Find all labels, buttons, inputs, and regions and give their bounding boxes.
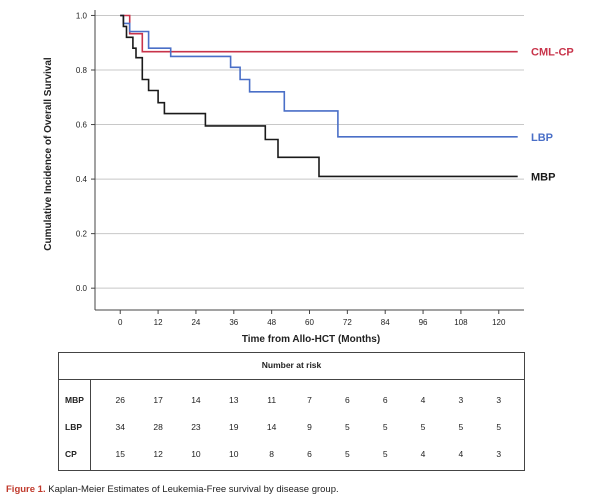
risk-cell: 4 [420,395,426,405]
risk-cell: 5 [458,422,464,432]
risk-cell: 5 [382,449,388,459]
risk-table-column-divider [90,379,91,470]
figure-label: Figure 1. [6,484,46,495]
survival-curve-mbp [120,14,518,178]
series-label-mbp: MBP [531,171,555,183]
risk-cell: 14 [266,422,277,432]
y-tick-label: 0.2 [76,230,88,239]
risk-row-label: LBP [65,422,82,432]
risk-row-label: CP [65,449,77,459]
survival-curves [120,14,518,178]
risk-cell: 4 [458,449,464,459]
risk-cell: 23 [191,422,201,432]
risk-cell: 3 [458,395,464,405]
grid-lines [95,14,524,289]
survival-curve-cml-cp [120,14,518,53]
risk-cell: 7 [307,395,312,405]
y-tick-label: 0.4 [76,175,88,184]
series-label-cml-cp: CML-CP [531,47,574,59]
x-tick-label: 0 [118,318,123,327]
risk-cell: 4 [420,449,426,459]
series-labels: CML-CP LBP MBP [531,47,574,184]
risk-cell: 5 [344,422,350,432]
risk-cell: 28 [153,422,163,432]
caption-text: Kaplan-Meier Estimates of Leukemia-Free … [45,484,339,495]
risk-cell: 5 [382,422,388,432]
risk-cell: 10 [229,449,239,459]
risk-cell: 5 [496,422,502,432]
x-tick-label: 84 [381,318,390,327]
x-tick-label: 120 [492,318,506,327]
risk-cell: 9 [307,422,312,432]
risk-cell: 11 [267,395,277,405]
x-tick-label: 72 [343,318,352,327]
x-tick-label: 24 [191,318,200,327]
axes: 0.0 0.2 0.4 0.6 0.8 1.0 0 12 24 36 48 60 72 84 96 108 12… [76,10,524,327]
x-tick-label: 108 [454,318,468,327]
risk-cell: 15 [115,449,125,459]
risk-cell: 8 [269,449,274,459]
x-tick-label: 60 [305,318,314,327]
risk-cell: 14 [191,395,201,405]
risk-cell: 6 [344,395,350,405]
y-axis-label: Cumulative Incidence of Overall Survival [43,57,54,251]
risk-cell: 3 [496,395,502,405]
risk-cell: 17 [153,395,163,405]
y-tick-label: 0.6 [76,121,88,130]
risk-cell: 19 [229,422,239,432]
survival-chart: 0.0 0.2 0.4 0.6 0.8 1.0 0 12 24 36 48 60 72 84 96 108 12… [43,10,574,345]
risk-row-label: MBP [65,395,84,405]
x-tick-label: 48 [267,318,276,327]
y-tick-label: 0.8 [76,66,88,75]
survival-curve-lbp [120,14,518,138]
risk-table-divider [59,379,524,380]
x-tick-label: 96 [419,318,428,327]
risk-cell: 34 [115,422,125,432]
risk-cell: 5 [344,449,350,459]
risk-cell: 5 [420,422,426,432]
risk-cell: 6 [307,449,312,459]
x-axis-label: Time from Allo-HCT (Months) [242,334,380,345]
number-at-risk-table: Number at risk MBP 26 17 14 13 11 7 6 6 4 3 3 LBP 34 2… [58,352,525,471]
figure-caption: Figure 1. Kaplan-Meier Estimates of Leuk… [6,484,339,495]
risk-cell: 10 [191,449,201,459]
risk-cell: 3 [496,449,502,459]
risk-cell: 13 [229,395,239,405]
y-tick-label: 1.0 [76,11,88,20]
risk-cell: 6 [382,395,388,405]
x-tick-label: 12 [154,318,163,327]
series-label-lbp: LBP [531,132,553,144]
risk-table-title: Number at risk [261,360,322,370]
y-tick-label: 0.0 [76,284,88,293]
risk-cell: 12 [153,449,163,459]
x-tick-label: 36 [229,318,238,327]
risk-cell: 26 [115,395,125,405]
